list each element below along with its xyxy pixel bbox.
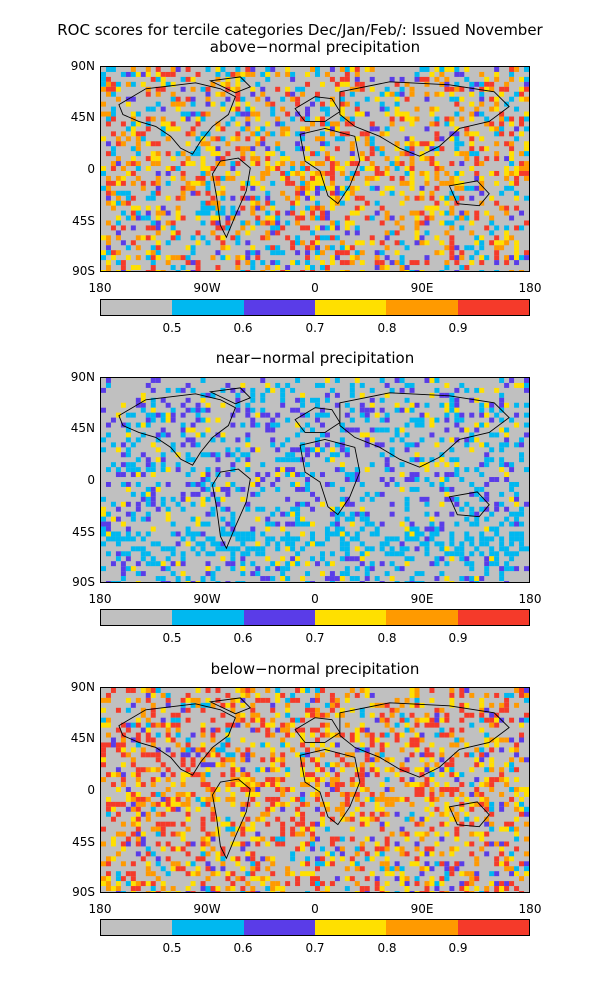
panel-1-lon-label: 90E <box>410 281 434 295</box>
panel-1-subtitle: above−normal precipitation <box>209 38 421 56</box>
panel-2-subtitle: near−normal precipitation <box>215 349 415 367</box>
colorbar-swatch <box>172 300 244 315</box>
panel-1-colorbar <box>100 299 530 316</box>
panel-2-lat-label: 45N <box>70 421 95 435</box>
colorbar-swatch <box>101 610 173 625</box>
panel-2-lon-label: 0 <box>311 592 319 606</box>
panel-2-colorbar-label: 0.6 <box>233 631 253 645</box>
panel-1-lat-label: 45N <box>70 110 95 124</box>
colorbar-swatch <box>172 920 244 935</box>
panel-1-lat-label: 0 <box>87 162 95 176</box>
panel-1-colorbar-label: 0.5 <box>162 321 182 335</box>
panel-3-lat-label: 90N <box>70 680 95 694</box>
panel-1-colorbar-label: 0.6 <box>233 321 253 335</box>
panel-3-lon-label: 0 <box>311 902 319 916</box>
panel-2-colorbar-label: 0.5 <box>162 631 182 645</box>
panel-3-colorbar-label: 0.9 <box>448 941 468 955</box>
panel-1-lat-label: 90N <box>70 59 95 73</box>
panel-3-lon-label: 90E <box>410 902 434 916</box>
colorbar-swatch <box>243 920 315 935</box>
colorbar-swatch <box>457 610 529 625</box>
panel-3-lat-label: 45N <box>70 731 95 745</box>
panel-1-lon-label: 180 <box>88 281 112 295</box>
figure-title: ROC scores for tercile categories Dec/Ja… <box>57 21 543 39</box>
panel-3-map <box>100 687 530 893</box>
panel-3-colorbar-label: 0.6 <box>233 941 253 955</box>
panel-2-colorbar-label: 0.9 <box>448 631 468 645</box>
panel-2-map <box>100 377 530 583</box>
colorbar-swatch <box>386 610 458 625</box>
panel-1-lat-label: 90S <box>72 264 95 278</box>
panel-3-colorbar-label: 0.7 <box>305 941 325 955</box>
panel-1-colorbar-label: 0.7 <box>305 321 325 335</box>
panel-3-lat-label: 90S <box>72 885 95 899</box>
colorbar-swatch <box>386 300 458 315</box>
panel-2-lon-label: 90W <box>193 592 221 606</box>
panel-1-lon-label: 90W <box>193 281 221 295</box>
colorbar-swatch <box>314 920 387 935</box>
panel-1-lon-label: 180 <box>518 281 542 295</box>
panel-2-lat-label: 0 <box>87 473 95 487</box>
colorbar-swatch <box>314 300 387 315</box>
panel-1-colorbar-label: 0.9 <box>448 321 468 335</box>
panel-3-lon-label: 180 <box>518 902 542 916</box>
colorbar-swatch <box>101 300 173 315</box>
world-map-below-normal-icon <box>101 688 529 892</box>
panel-3-lat-label: 45S <box>72 835 95 849</box>
panel-2-colorbar-label: 0.7 <box>305 631 325 645</box>
world-map-near-normal-icon <box>101 378 529 582</box>
panel-3-colorbar-label: 0.8 <box>377 941 397 955</box>
panel-1-map <box>100 66 530 272</box>
colorbar-swatch <box>243 300 315 315</box>
panel-1-lat-label: 45S <box>72 214 95 228</box>
colorbar-swatch <box>457 300 529 315</box>
panel-3-lon-label: 90W <box>193 902 221 916</box>
panel-2-colorbar-label: 0.8 <box>377 631 397 645</box>
world-map-above-normal-icon <box>101 67 529 271</box>
panel-2-lon-label: 90E <box>410 592 434 606</box>
colorbar-swatch <box>386 920 458 935</box>
colorbar-swatch <box>457 920 529 935</box>
panel-3-lat-label: 0 <box>87 783 95 797</box>
colorbar-swatch <box>314 610 387 625</box>
panel-2-lon-label: 180 <box>518 592 542 606</box>
panel-2-colorbar <box>100 609 530 626</box>
panel-3-subtitle: below−normal precipitation <box>210 660 420 678</box>
colorbar-swatch <box>101 920 173 935</box>
panel-3-colorbar <box>100 919 530 936</box>
panel-2-lat-label: 90N <box>70 370 95 384</box>
panel-1-lon-label: 0 <box>311 281 319 295</box>
panel-2-lat-label: 45S <box>72 525 95 539</box>
panel-2-lon-label: 180 <box>88 592 112 606</box>
panel-3-colorbar-label: 0.5 <box>162 941 182 955</box>
panel-2-lat-label: 90S <box>72 575 95 589</box>
panel-1-colorbar-label: 0.8 <box>377 321 397 335</box>
colorbar-swatch <box>243 610 315 625</box>
panel-3-lon-label: 180 <box>88 902 112 916</box>
colorbar-swatch <box>172 610 244 625</box>
